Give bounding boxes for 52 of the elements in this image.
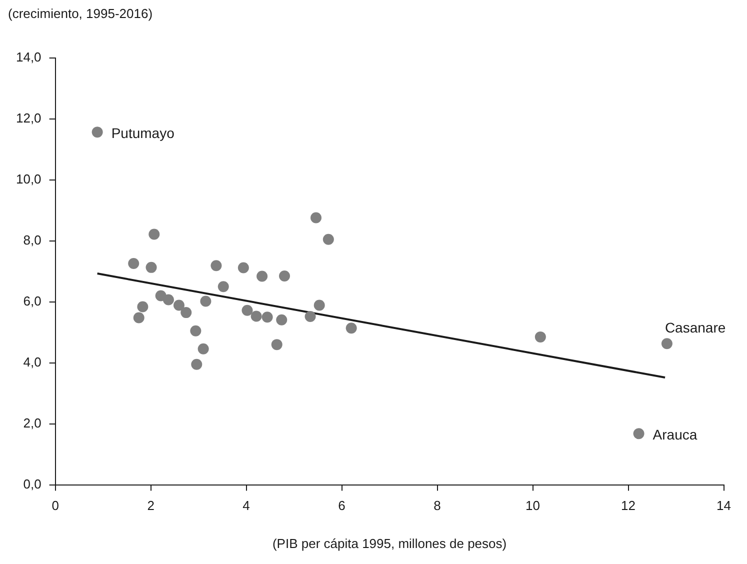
point bbox=[242, 304, 253, 316]
x-tick-label: 8 bbox=[434, 498, 441, 514]
point bbox=[304, 311, 316, 322]
annotation: Arauca bbox=[652, 426, 698, 442]
point bbox=[191, 358, 202, 370]
y-tick-label: 0,0 bbox=[23, 476, 42, 492]
point bbox=[534, 331, 546, 342]
annotation: Putumayo bbox=[111, 124, 175, 141]
x-axis-title: (PIB per cápita 1995, millones de pesos) bbox=[272, 536, 507, 551]
y-axis-title: (crecimiento, 1995-2016) bbox=[8, 6, 153, 22]
x-tick-label: 14 bbox=[716, 498, 732, 514]
point bbox=[276, 314, 288, 326]
point bbox=[146, 262, 157, 273]
x-tick-label: 2 bbox=[147, 498, 154, 514]
y-tick-label: 14,0 bbox=[16, 50, 42, 65]
point bbox=[210, 260, 222, 272]
y-tick-label: 8,0 bbox=[23, 232, 42, 248]
x-tick-label: 10 bbox=[526, 498, 540, 514]
point bbox=[148, 228, 160, 240]
point bbox=[198, 343, 209, 354]
y-tick-label: 2,0 bbox=[23, 415, 42, 430]
x-tick-label: 0 bbox=[52, 498, 59, 514]
point bbox=[322, 234, 334, 245]
point bbox=[661, 338, 672, 350]
point bbox=[346, 322, 357, 334]
y-tick-label: 4,0 bbox=[23, 354, 42, 370]
x-tick-label: 6 bbox=[338, 498, 346, 514]
point bbox=[238, 262, 249, 274]
point bbox=[310, 212, 322, 224]
point bbox=[262, 312, 273, 323]
point bbox=[314, 300, 325, 311]
y-tick-label: 10,0 bbox=[16, 172, 42, 187]
annotation: Casanare bbox=[664, 320, 726, 336]
point bbox=[271, 339, 282, 350]
point bbox=[250, 310, 262, 322]
point bbox=[218, 281, 229, 292]
point bbox=[190, 325, 202, 336]
point bbox=[180, 307, 192, 318]
point bbox=[137, 301, 148, 312]
point bbox=[133, 312, 144, 324]
point bbox=[256, 270, 268, 282]
point bbox=[128, 258, 140, 269]
y-tick-label: 12,0 bbox=[16, 110, 42, 126]
point bbox=[633, 428, 644, 440]
point bbox=[173, 300, 184, 311]
point bbox=[92, 126, 103, 138]
point bbox=[162, 294, 174, 306]
x-tick-label: 4 bbox=[242, 498, 250, 514]
x-tick-label: 12 bbox=[621, 498, 636, 514]
point bbox=[200, 296, 212, 307]
point bbox=[278, 270, 290, 282]
y-tick-label: 6,0 bbox=[23, 293, 42, 308]
